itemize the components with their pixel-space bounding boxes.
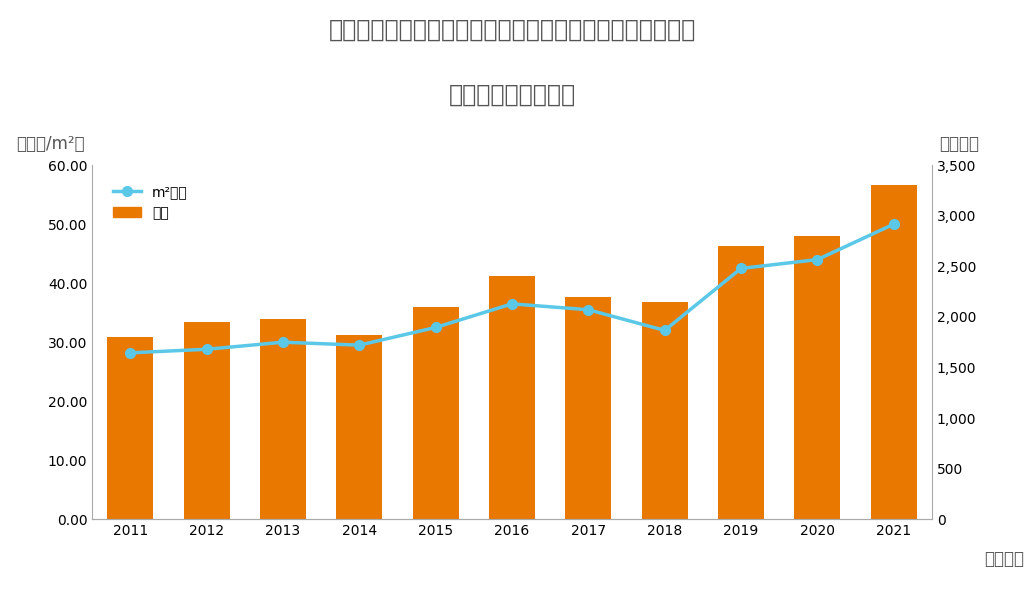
Text: （年度）: （年度） <box>985 550 1024 568</box>
Text: （万円/m²）: （万円/m²） <box>15 135 84 153</box>
Bar <box>260 319 306 519</box>
Text: 中央地区（川口市・戸田市・鳩ヶ谷市・蕴市・上尾市）の: 中央地区（川口市・戸田市・鳩ヶ谷市・蕴市・上尾市）の <box>329 18 695 42</box>
Legend: m²単価, 価格: m²単価, 価格 <box>108 179 194 225</box>
Bar <box>870 185 916 519</box>
Bar <box>565 297 611 519</box>
Bar <box>337 335 382 519</box>
Text: マンション価格推移: マンション価格推移 <box>449 83 575 107</box>
Bar <box>108 337 154 519</box>
Bar <box>795 236 841 519</box>
Bar <box>718 246 764 519</box>
Bar <box>183 322 229 519</box>
Bar <box>642 301 687 519</box>
Bar <box>413 307 459 519</box>
Bar <box>489 277 535 519</box>
Text: （万円）: （万円） <box>939 135 979 153</box>
